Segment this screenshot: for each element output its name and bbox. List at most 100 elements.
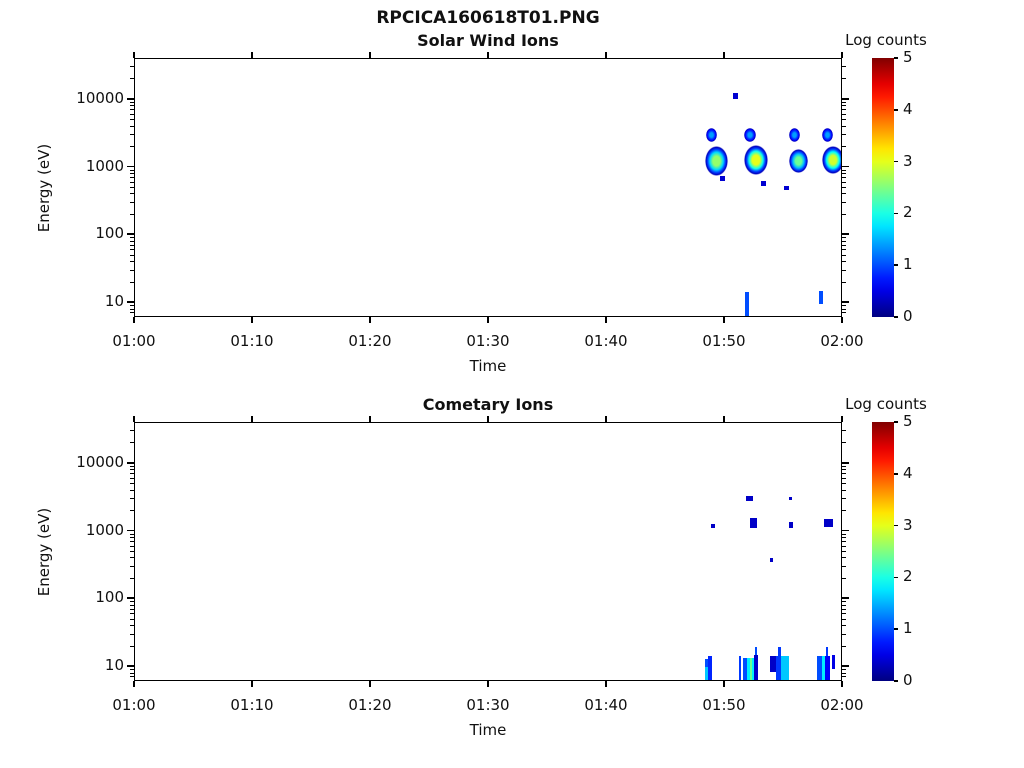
colorbar-tick-label: 3 [903,515,913,534]
spectrogram-feature [745,495,753,501]
x-tick-label: 02:00 [820,332,864,350]
spectrogram-feature [705,146,728,176]
y-minor-tick-mark [842,550,846,552]
colorbar-tick-label: 5 [903,48,913,66]
y-minor-tick-mark [842,483,846,485]
spectrogram-feature [831,655,836,670]
y-minor-tick-mark [842,261,846,263]
spectrogram-feature [770,656,777,672]
y-minor-tick-mark [842,181,846,183]
y-minor-tick-mark [130,249,134,251]
spectrogram-feature [744,145,768,175]
spectrogram-feature [753,655,758,680]
x-tick-mark [841,52,843,58]
spectrogram-feature [738,656,741,680]
colorbar-tick-label: 1 [903,619,913,638]
y-minor-tick-mark [842,633,846,635]
x-tick-mark [369,52,371,58]
spectrogram-feature [705,667,709,680]
y-minor-tick-mark [130,305,134,307]
y-minor-tick-mark [130,193,134,195]
colorbar-tick-mark [894,473,898,475]
y-minor-tick-mark [842,269,846,271]
y-axis-label: Energy (eV) [35,507,53,597]
spectrogram-feature [784,185,789,190]
colorbar-tick-mark [894,524,898,527]
y-tick-label: 10 [104,291,124,310]
colorbar [872,422,894,681]
spectrogram-feature [705,658,709,668]
x-tick-mark [841,681,843,687]
x-tick-label: 01:20 [348,332,392,350]
colorbar-tick-mark [894,160,898,163]
y-minor-tick-mark [842,308,846,310]
x-tick-mark [723,52,725,58]
y-minor-tick-mark [130,533,134,535]
x-tick-mark [251,317,253,323]
y-minor-tick-mark [842,177,846,178]
y-minor-tick-mark [842,430,846,432]
x-tick-mark [605,52,607,58]
x-tick-mark [841,317,843,323]
y-minor-tick-mark [130,237,134,239]
y-minor-tick-mark [842,557,846,559]
y-minor-tick-mark [130,550,134,552]
y-minor-tick-mark [842,577,846,579]
y-minor-tick-mark [842,489,846,491]
y-minor-tick-mark [842,169,846,171]
x-tick-mark [369,416,371,422]
y-minor-tick-mark [130,672,134,674]
y-minor-tick-mark [130,498,134,500]
y-minor-tick-mark [842,78,846,80]
spectrogram-feature [711,523,716,528]
y-minor-tick-mark [842,134,846,136]
x-tick-label: 01:50 [702,332,746,350]
y-minor-tick-mark [842,105,846,107]
y-minor-tick-mark [842,312,846,314]
y-minor-tick-mark [842,613,846,615]
spectrogram-feature [708,656,713,680]
colorbar-tick-mark [894,628,898,630]
y-minor-tick-mark [842,645,846,647]
x-axis-label: Time [469,357,507,375]
y-minor-tick-mark [130,169,134,171]
y-minor-tick-mark [130,213,134,215]
y-minor-tick-mark [130,308,134,310]
y-minor-tick-mark [130,240,134,242]
y-minor-tick-mark [130,119,134,121]
colorbar-tick-mark [894,109,898,111]
x-tick-label: 01:30 [466,332,510,350]
y-minor-tick-mark [842,213,846,215]
colorbar-tick-label: 1 [903,255,913,274]
spectrogram-feature [744,128,756,142]
y-minor-tick-mark [842,465,846,467]
y-minor-tick-mark [842,537,846,539]
y-minor-tick-mark [130,669,134,671]
y-minor-tick-mark [130,676,134,678]
y-minor-tick-mark [842,109,846,111]
y-minor-tick-mark [842,565,846,567]
spectrogram-feature [742,658,747,680]
spectrogram-feature [745,292,749,316]
y-minor-tick-mark [130,101,134,103]
panel-solar-wind-ions: Solar Wind Ions Log counts Time Energy (… [0,0,1024,375]
colorbar [872,58,894,317]
y-minor-tick-mark [130,601,134,603]
y-minor-tick-mark [130,465,134,467]
colorbar-tick-mark [894,576,898,579]
y-minor-tick-mark [842,101,846,103]
y-minor-tick-mark [842,146,846,148]
y-minor-tick-mark [130,537,134,539]
y-tick-mark [127,165,134,168]
y-minor-tick-mark [842,305,846,307]
y-minor-tick-mark [130,618,134,620]
y-minor-tick-mark [130,430,134,432]
colorbar-tick-label: 2 [903,203,913,222]
y-minor-tick-mark [130,66,134,68]
y-minor-tick-mark [130,510,134,512]
y-minor-tick-mark [842,254,846,256]
y-minor-tick-mark [842,618,846,620]
y-tick-mark [842,165,849,168]
y-tick-mark [842,665,849,667]
